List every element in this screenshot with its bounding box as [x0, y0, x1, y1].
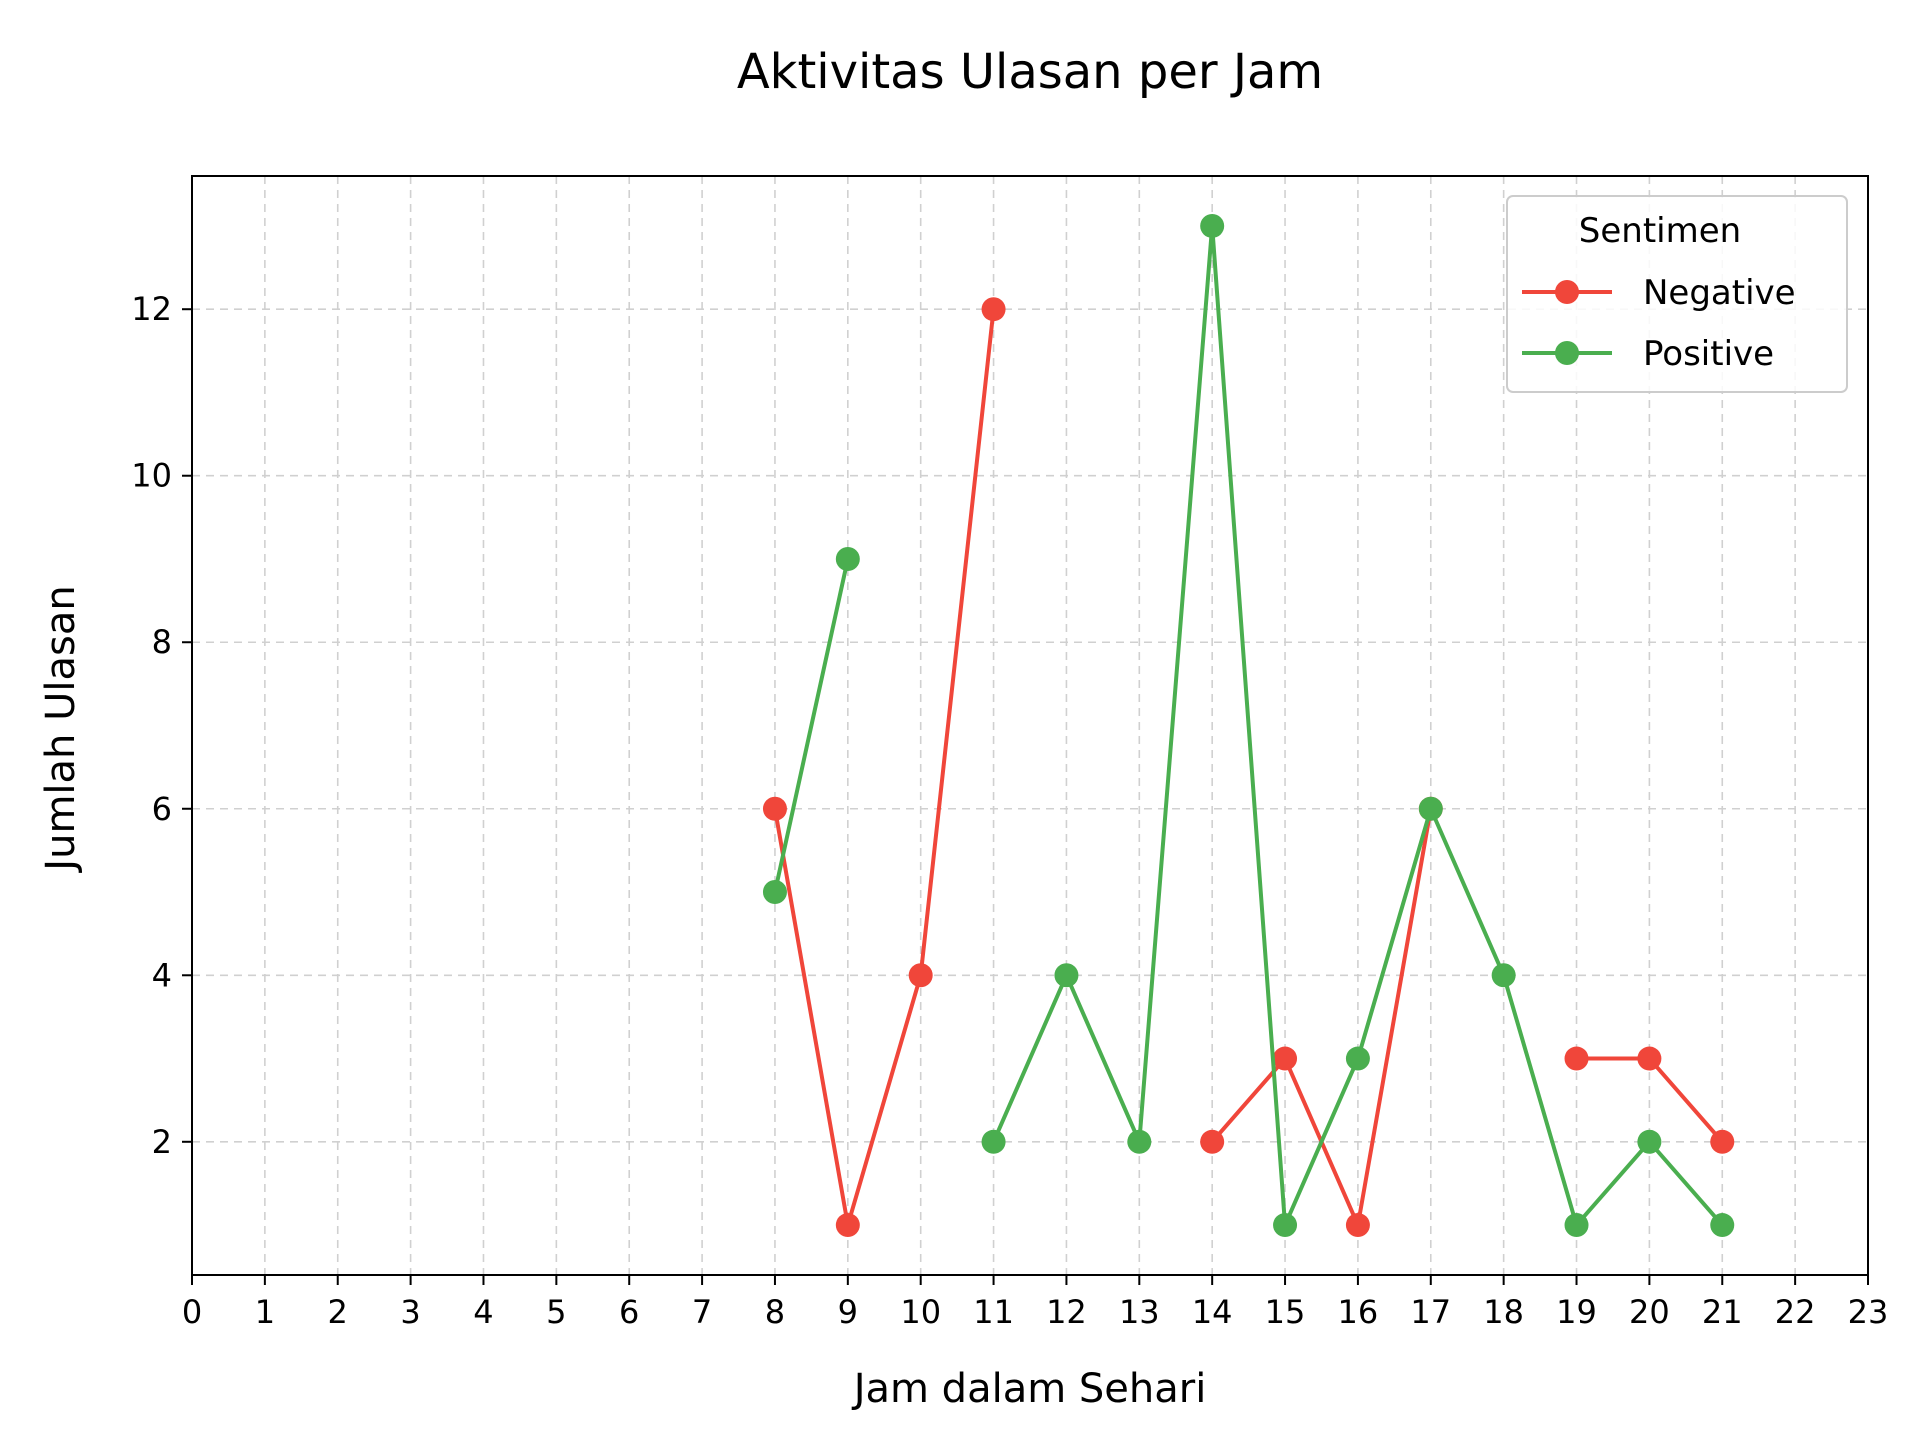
x-tick-label: 10	[900, 1293, 941, 1331]
positive-data-point	[1710, 1213, 1735, 1238]
x-tick-label: 5	[546, 1293, 566, 1331]
grid	[191, 176, 1869, 1275]
negative-data-point	[835, 1213, 860, 1238]
legend-positive-label: Positive	[1643, 334, 1774, 374]
negative-data-point	[1345, 1213, 1370, 1238]
y-tick-label: 8	[152, 623, 172, 661]
negative-data-point	[1200, 1129, 1225, 1154]
series-negative	[762, 297, 1735, 1238]
x-tick-label: 1	[255, 1293, 275, 1331]
y-tick-label: 12	[131, 290, 172, 328]
positive-data-point	[1054, 963, 1079, 988]
legend-positive-marker	[1555, 341, 1579, 365]
series-lines	[762, 213, 1735, 1238]
negative-data-point	[1564, 1046, 1589, 1071]
positive-data-point	[1564, 1213, 1589, 1238]
negative-data-point	[1637, 1046, 1662, 1071]
negative-series-line	[1210, 808, 1433, 1228]
legend: Sentimen Negative Positive	[1506, 195, 1848, 393]
x-tick-label: 20	[1629, 1293, 1670, 1331]
y-axis-title: Jumlah Ulasan	[38, 585, 84, 873]
x-tick-label: 2	[328, 1293, 348, 1331]
x-tick-label: 6	[619, 1293, 639, 1331]
positive-series-line	[773, 558, 850, 893]
x-tick-label: 19	[1556, 1293, 1597, 1331]
axis-ticks: 0 1 2 3 4 5 6 7 8 9 10 11 12 13 14 15 16 17 18 19 20 21 22 2324…	[131, 290, 1888, 1331]
negative-data-point	[1273, 1046, 1298, 1071]
positive-data-point	[1491, 963, 1516, 988]
positive-data-point	[1418, 796, 1443, 821]
x-tick-label: 16	[1338, 1293, 1379, 1331]
chart-title: Aktivitas Ulasan per Jam	[737, 44, 1323, 100]
x-tick-label: 23	[1848, 1293, 1889, 1331]
negative-data-point	[1710, 1129, 1735, 1154]
x-tick-label: 7	[692, 1293, 712, 1331]
x-tick-label: 15	[1265, 1293, 1306, 1331]
x-tick-label: 17	[1410, 1293, 1451, 1331]
positive-data-point	[1637, 1129, 1662, 1154]
x-tick-label: 12	[1046, 1293, 1087, 1331]
negative-data-point	[981, 297, 1006, 322]
positive-data-point	[981, 1129, 1006, 1154]
y-tick-label: 10	[131, 457, 172, 495]
x-tick-label: 22	[1775, 1293, 1816, 1331]
y-tick-label: 2	[152, 1123, 172, 1161]
x-tick-label: 4	[473, 1293, 493, 1331]
x-tick-label: 21	[1702, 1293, 1743, 1331]
legend-title: Sentimen	[1579, 211, 1741, 251]
x-tick-label: 0	[182, 1293, 202, 1331]
x-tick-label: 14	[1192, 1293, 1233, 1331]
positive-data-point	[1345, 1046, 1370, 1071]
plot-frame	[191, 175, 1869, 1276]
x-tick-label: 11	[973, 1293, 1014, 1331]
negative-data-point	[908, 963, 933, 988]
negative-series-line	[772, 308, 996, 1228]
positive-data-point	[762, 880, 787, 905]
x-tick-label: 13	[1119, 1293, 1160, 1331]
x-tick-label: 18	[1483, 1293, 1524, 1331]
positive-data-point	[835, 546, 860, 571]
x-axis-title: Jam dalam Sehari	[851, 1366, 1207, 1412]
legend-box	[1506, 195, 1848, 393]
positive-data-point	[1127, 1129, 1152, 1154]
x-tick-label: 3	[400, 1293, 420, 1331]
positive-data-point	[1200, 213, 1225, 238]
y-tick-label: 6	[152, 790, 172, 828]
x-tick-label: 9	[838, 1293, 858, 1331]
positive-data-point	[1273, 1213, 1298, 1238]
x-tick-label: 8	[765, 1293, 785, 1331]
y-tick-label: 4	[152, 956, 172, 994]
legend-negative-label: Negative	[1643, 273, 1796, 313]
legend-negative-marker	[1555, 280, 1579, 304]
series-positive	[762, 213, 1735, 1238]
negative-data-point	[762, 796, 787, 821]
